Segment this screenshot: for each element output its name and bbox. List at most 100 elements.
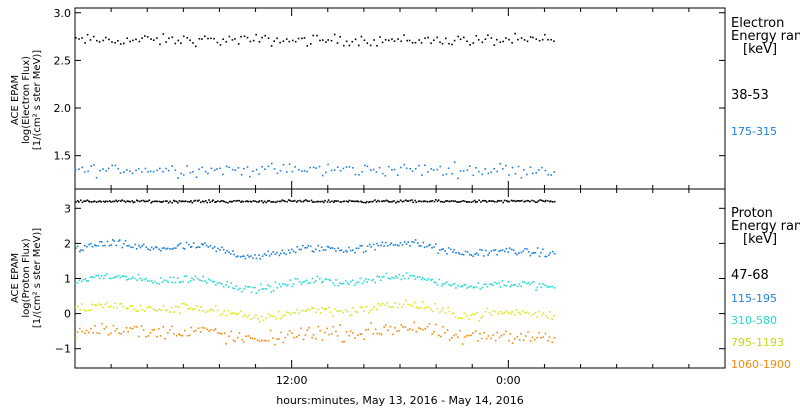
data-point <box>354 337 356 339</box>
data-point <box>146 306 148 309</box>
data-point <box>452 312 455 314</box>
data-point <box>219 249 221 251</box>
data-point <box>145 200 148 203</box>
data-point <box>527 331 529 334</box>
data-point <box>421 174 423 176</box>
data-point <box>127 307 129 310</box>
data-point <box>499 286 502 288</box>
data-point <box>536 201 538 204</box>
data-point <box>385 199 388 202</box>
data-point <box>402 274 404 277</box>
data-point <box>252 39 255 42</box>
data-point <box>152 39 155 41</box>
data-point <box>86 33 89 36</box>
data-point <box>110 277 112 280</box>
data-point <box>84 332 86 334</box>
data-point <box>306 45 309 47</box>
data-point <box>148 199 151 201</box>
data-point <box>260 339 263 342</box>
proton-ylabel-line-2: log(Proton Flux) <box>21 238 32 317</box>
data-point <box>342 167 345 170</box>
data-point <box>220 283 223 285</box>
data-point <box>528 312 530 315</box>
data-point <box>445 37 447 40</box>
data-point <box>303 37 306 39</box>
data-point <box>150 202 152 204</box>
data-point <box>261 36 263 39</box>
data-point <box>276 37 278 40</box>
data-point <box>352 332 354 334</box>
data-point <box>215 284 217 286</box>
data-point <box>156 37 158 39</box>
data-point <box>238 332 241 334</box>
data-point <box>401 244 404 246</box>
data-point <box>399 199 402 202</box>
data-point <box>151 279 153 282</box>
data-point <box>547 317 549 319</box>
data-point <box>117 274 120 277</box>
data-point <box>204 280 206 282</box>
data-point <box>245 335 247 337</box>
data-point <box>346 251 348 253</box>
data-point <box>221 332 223 335</box>
data-point <box>346 310 349 313</box>
data-point <box>74 168 77 171</box>
data-point <box>357 281 360 283</box>
data-point <box>117 167 119 170</box>
data-point <box>415 330 418 333</box>
data-point <box>293 199 296 202</box>
data-point <box>99 169 101 172</box>
data-point <box>244 314 246 316</box>
data-point <box>100 241 103 243</box>
data-point <box>193 307 196 310</box>
data-point <box>209 279 212 282</box>
data-point <box>75 306 77 308</box>
data-point <box>524 312 527 314</box>
data-point <box>235 255 238 258</box>
data-point <box>289 313 292 315</box>
data-point <box>537 200 540 202</box>
data-point <box>404 326 407 328</box>
data-point <box>326 327 328 330</box>
data-point <box>114 164 117 167</box>
data-point <box>258 320 261 323</box>
data-point <box>514 283 516 286</box>
data-point <box>368 278 370 281</box>
data-point <box>288 311 290 314</box>
data-point <box>312 334 315 336</box>
data-point <box>187 200 189 203</box>
data-point <box>457 251 460 254</box>
data-point <box>282 283 284 285</box>
data-point <box>464 283 467 286</box>
data-point <box>309 309 311 311</box>
data-point <box>529 254 532 257</box>
data-point <box>451 43 453 46</box>
data-point <box>516 253 518 256</box>
electron-panel-frame <box>74 7 726 190</box>
data-point <box>342 251 345 253</box>
data-point <box>104 201 106 203</box>
electron-legend-title-1: Electron <box>731 16 784 31</box>
data-point <box>237 288 239 291</box>
data-point <box>335 279 337 281</box>
data-point <box>270 291 273 293</box>
data-point <box>168 37 170 40</box>
data-point <box>317 325 320 328</box>
data-point <box>264 34 266 37</box>
data-point <box>200 280 203 282</box>
data-point <box>321 200 324 203</box>
data-point <box>167 332 169 334</box>
data-point <box>169 311 171 313</box>
data-point <box>545 255 548 258</box>
data-point <box>519 200 522 202</box>
data-point <box>174 169 177 171</box>
data-point <box>242 315 245 318</box>
data-point <box>494 281 496 284</box>
data-point <box>284 336 287 339</box>
data-point <box>411 241 413 243</box>
y-tick-label: 2.5 <box>54 54 72 67</box>
data-point <box>540 286 543 288</box>
data-point <box>435 323 437 326</box>
data-point <box>219 200 221 203</box>
proton-legend: Proton Energy range [keV] 47-68 115-195 … <box>731 206 800 371</box>
